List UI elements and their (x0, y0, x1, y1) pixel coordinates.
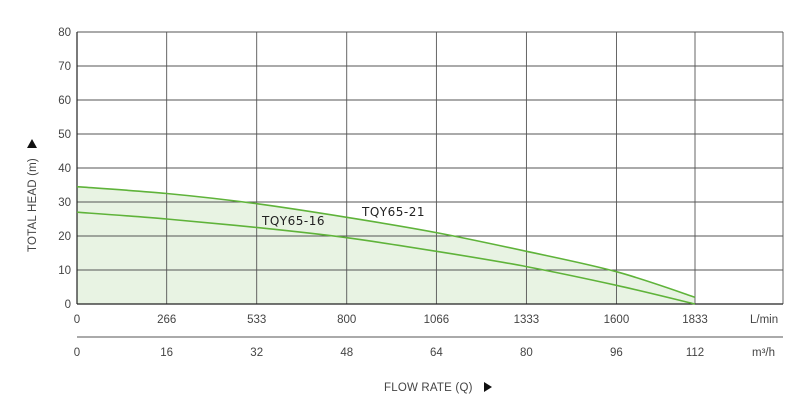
area-fill (77, 186, 695, 304)
y-axis-label: TOTAL HEAD (m) (27, 158, 39, 252)
series-label-tqy65-16: TQY65-16 (261, 214, 325, 228)
y-tick-label: 50 (58, 129, 71, 141)
y-tick-label: 0 (65, 299, 71, 311)
y-tick-label: 40 (58, 163, 71, 175)
y-tick-label: 60 (58, 95, 71, 107)
y-tick-label: 70 (58, 61, 71, 73)
x-tick-label-m3h: 16 (160, 347, 173, 359)
x-tick-label-lmin: 0 (74, 314, 80, 326)
x-tick-label-lmin: 1333 (514, 314, 540, 326)
series-line-tqy65-21 (76, 185, 696, 298)
x-tick-label-m3h: 80 (520, 347, 533, 359)
y-tick-label: 30 (58, 197, 71, 209)
x-tick-label-lmin: 266 (157, 314, 176, 326)
grid (76, 31, 784, 305)
x-unit-lmin: L/min (750, 314, 778, 326)
x-tick-label-m3h: 64 (430, 347, 443, 359)
x-axis-title: FLOW RATE (Q) (384, 382, 492, 394)
x-tick-label-lmin: 1600 (604, 314, 630, 326)
x-tick-label-lmin: 800 (337, 314, 356, 326)
right-arrow-icon (484, 382, 492, 392)
y-tick-label: 20 (58, 231, 71, 243)
x-tick-label-lmin: 533 (247, 314, 266, 326)
x-tick-label-m3h: 112 (686, 347, 704, 359)
up-arrow-icon (27, 139, 37, 148)
y-tick-label: 10 (58, 265, 71, 277)
x-tick-label-m3h: 48 (340, 347, 353, 359)
x-tick-label-m3h: 96 (610, 347, 623, 359)
x-tick-label-m3h: 0 (74, 347, 80, 359)
series-line-tqy65-16 (76, 211, 696, 305)
x-tick-label-lmin: 1833 (682, 314, 708, 326)
y-axis-title: TOTAL HEAD (m) (27, 139, 39, 252)
x-unit-m3h: m³/h (752, 347, 775, 359)
area-under-curve (77, 186, 695, 304)
y-tick-label: 80 (58, 27, 71, 39)
series-label-tqy65-21: TQY65-21 (361, 205, 425, 219)
x-tick-label-lmin: 1066 (424, 314, 450, 326)
x-axis-label: FLOW RATE (Q) (384, 382, 473, 394)
x-tick-label-m3h: 32 (250, 347, 263, 359)
series-lines (76, 185, 696, 305)
